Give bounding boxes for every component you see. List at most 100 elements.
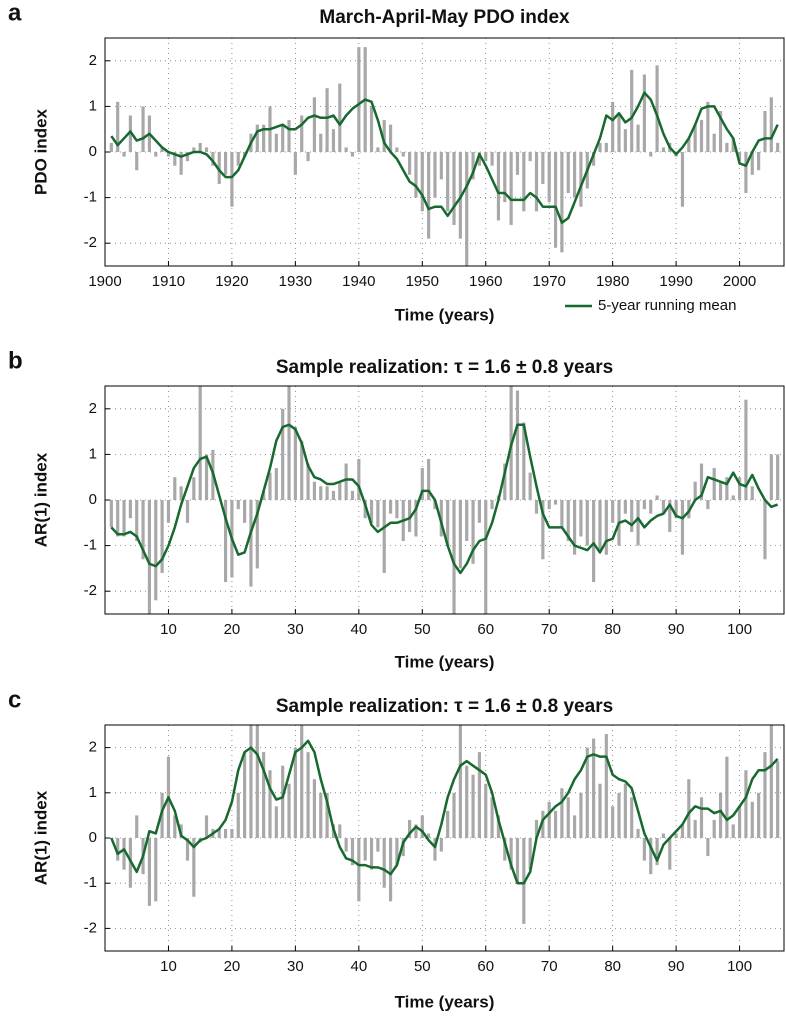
bar — [699, 120, 704, 152]
bar — [680, 824, 685, 838]
bar — [769, 97, 773, 152]
x-tick-label: 1970 — [533, 273, 566, 290]
bar — [204, 454, 209, 500]
bar — [344, 463, 348, 500]
bar — [388, 500, 393, 514]
bar — [573, 815, 577, 838]
x-tick-label: 20 — [224, 621, 241, 638]
bar — [192, 147, 196, 152]
bar — [585, 747, 589, 838]
bar — [319, 792, 323, 838]
bar — [534, 819, 539, 838]
bar — [547, 801, 551, 838]
bar — [243, 752, 247, 838]
bar — [623, 500, 627, 514]
bar — [427, 152, 431, 239]
bar — [255, 725, 259, 838]
bar — [484, 152, 488, 162]
panel-letter: c — [8, 686, 21, 713]
bar — [471, 774, 475, 838]
bar — [344, 147, 348, 152]
bar — [642, 500, 646, 510]
bar — [433, 838, 437, 861]
bar — [560, 788, 564, 838]
bar — [262, 124, 266, 152]
bar — [693, 819, 697, 838]
bar — [623, 129, 627, 152]
bar — [293, 747, 297, 838]
bar — [592, 500, 596, 583]
bar — [147, 838, 152, 906]
y-tick-label: 1 — [89, 445, 97, 462]
bar — [300, 725, 304, 838]
bar — [712, 819, 716, 838]
bar — [522, 152, 526, 212]
bar — [160, 500, 164, 573]
bar — [281, 765, 285, 838]
bar — [598, 142, 602, 152]
bar — [630, 500, 634, 532]
bar — [566, 797, 570, 838]
bar — [439, 838, 443, 852]
bar — [319, 486, 323, 500]
bar — [579, 152, 583, 207]
bar — [649, 838, 653, 875]
bar — [236, 792, 240, 838]
bar — [553, 152, 558, 248]
bar — [141, 106, 145, 152]
bar — [255, 500, 259, 569]
running-mean-line — [110, 739, 779, 885]
bar — [395, 147, 399, 152]
bar — [687, 779, 691, 838]
bar — [503, 463, 507, 500]
bar — [122, 500, 126, 537]
bar — [331, 129, 336, 152]
plot-frame — [104, 37, 785, 267]
bar — [585, 500, 589, 546]
y-axis-label: AR(1) index — [31, 452, 50, 547]
bar — [503, 838, 507, 861]
bar — [592, 152, 596, 166]
bar — [338, 481, 342, 500]
bar — [496, 152, 501, 221]
bar — [268, 770, 272, 838]
bar — [515, 152, 520, 175]
bar — [306, 463, 310, 500]
x-tick-label: 20 — [224, 958, 241, 975]
bar — [388, 124, 393, 152]
y-tick-label: 1 — [89, 784, 97, 801]
bar — [154, 152, 158, 157]
bar — [490, 500, 494, 510]
legend-label: 5-year running mean — [598, 297, 736, 314]
bar — [128, 115, 132, 152]
bar — [636, 124, 640, 152]
bar — [376, 147, 380, 152]
bar — [465, 500, 469, 542]
bar — [731, 824, 735, 838]
bar — [344, 838, 348, 852]
x-tick-label: 30 — [287, 621, 304, 638]
bar — [179, 486, 183, 500]
bar — [312, 481, 316, 500]
bar — [274, 133, 278, 152]
bar — [357, 47, 361, 153]
x-tick-label: 80 — [604, 621, 621, 638]
bar — [515, 838, 520, 884]
bar — [369, 500, 374, 523]
bar — [744, 399, 748, 500]
bar — [147, 500, 152, 614]
y-tick-label: 2 — [89, 400, 97, 417]
bar — [649, 500, 653, 514]
bar — [452, 792, 456, 838]
bar — [636, 500, 640, 546]
bar — [116, 838, 120, 861]
bar — [718, 481, 723, 500]
bar — [655, 65, 659, 152]
bar — [312, 97, 316, 152]
bar — [699, 463, 704, 500]
x-tick-label: 50 — [414, 958, 431, 975]
bar — [198, 142, 202, 152]
bar — [446, 810, 450, 838]
bar — [338, 83, 342, 152]
